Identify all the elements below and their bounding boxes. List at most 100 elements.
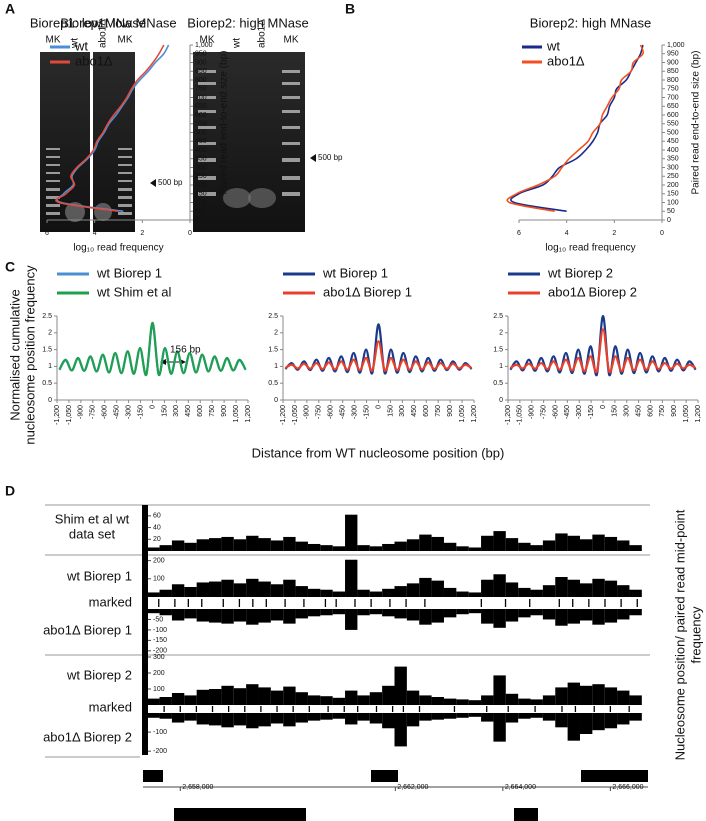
- x-tick-label: -750: [316, 405, 323, 419]
- track-label: marked: [89, 699, 132, 714]
- track-bar: [295, 586, 308, 597]
- track-bar: [493, 574, 506, 597]
- x-tick-label: 0: [375, 405, 382, 409]
- track-bar: [468, 700, 482, 705]
- lane-label: MK: [46, 35, 61, 46]
- x-tick-label: -1,200: [505, 405, 512, 425]
- track-bar: [283, 609, 296, 624]
- track-bar: [518, 609, 531, 618]
- track-bar: [518, 587, 531, 597]
- track-bar: [505, 582, 519, 597]
- y-tick-label: 1.5: [42, 346, 52, 353]
- y-tick-label: -200: [153, 648, 167, 655]
- legend-label: wt Biorep 2: [547, 265, 613, 280]
- x-tick-label: 750: [209, 405, 216, 417]
- track-bar: [481, 579, 494, 597]
- x-tick-label: 1,200: [695, 405, 702, 423]
- x-tick-label: 300: [173, 405, 180, 417]
- track-bar: [394, 541, 407, 551]
- gel-title: Biorep1: low MNase: [30, 15, 146, 30]
- series-line: [284, 340, 473, 372]
- track-bar: [567, 535, 580, 551]
- track-bar: [406, 690, 420, 705]
- track-bar: [555, 533, 568, 551]
- x-tick-label: 2: [612, 230, 616, 237]
- legend-label: wt Biorep 1: [322, 265, 388, 280]
- x-tick-label: 0: [600, 405, 607, 409]
- y-tick-label: 0: [48, 397, 52, 404]
- track-bar: [629, 589, 642, 597]
- track-bar: [419, 534, 432, 551]
- lane-label: MK: [284, 35, 299, 46]
- track-bar: [406, 539, 420, 551]
- legend-label: wt: [546, 38, 560, 53]
- y-tick-label: 100: [153, 576, 165, 583]
- y-tick-label: 150: [667, 191, 679, 198]
- y-tick-label: 350: [667, 156, 679, 163]
- track-bar: [382, 588, 395, 597]
- y-tick-label: 200: [667, 182, 679, 189]
- y-tick-label: 850: [667, 68, 679, 75]
- track-bar: [307, 588, 321, 597]
- track-bar: [196, 582, 210, 597]
- track-bar: [147, 547, 160, 551]
- x-tick-label: 6: [45, 230, 49, 237]
- x-tick-label: 150: [612, 405, 619, 417]
- x-tick-label: 900: [447, 405, 454, 417]
- y-tick-label: 1: [274, 363, 278, 370]
- track-bar: [382, 685, 395, 705]
- track-bar: [456, 546, 469, 551]
- x-tick-label: -450: [564, 405, 571, 419]
- x-axis-label: Distance from WT nucleosome position (bp…: [252, 445, 505, 460]
- track-bar: [617, 690, 630, 705]
- track-bar: [443, 609, 457, 618]
- track-label: data set: [69, 526, 116, 541]
- y-tick-label: 700: [667, 94, 679, 101]
- track-bar: [246, 609, 259, 625]
- x-tick-label: -300: [351, 405, 358, 419]
- track-bar: [579, 713, 593, 734]
- track-label: Shim et al wt: [55, 511, 130, 526]
- marker-label: 500 bp: [318, 153, 343, 162]
- gel-title: Biorep2: high MNase: [187, 15, 308, 30]
- x-tick-label: 600: [647, 405, 654, 417]
- panel-label: A: [5, 1, 15, 17]
- track-bar: [357, 713, 370, 721]
- track-bar: [629, 545, 642, 551]
- legend-label: abo1Δ Biorep 1: [323, 284, 412, 299]
- track-bar: [283, 686, 296, 705]
- track-bar: [159, 697, 172, 705]
- x-tick-label: 2,658,000: [182, 784, 213, 791]
- track-bar: [345, 514, 358, 551]
- track-bar: [456, 609, 469, 615]
- marker-label: 500 bp: [158, 178, 183, 187]
- track-bar: [592, 578, 605, 597]
- y-tick-label: 600: [195, 112, 207, 119]
- track-bar: [419, 577, 432, 597]
- track-bar: [221, 579, 234, 597]
- track-bar: [171, 584, 185, 597]
- x-tick-label: 450: [185, 405, 192, 417]
- track-bar: [270, 584, 284, 597]
- y-tick-label: -100: [153, 627, 167, 634]
- track-bar: [270, 690, 284, 705]
- y-tick-label: 250: [667, 173, 679, 180]
- track-bar: [456, 713, 469, 718]
- panel-label: D: [5, 483, 15, 499]
- track-bar: [159, 545, 172, 551]
- track-bar: [233, 539, 247, 551]
- track-bar: [505, 538, 519, 551]
- track-bar: [604, 536, 618, 551]
- track-bar: [468, 547, 482, 551]
- legend-label: wt Biorep 1: [96, 265, 162, 280]
- track-bar: [196, 609, 210, 622]
- track-bar: [209, 609, 222, 623]
- track-bar: [406, 713, 420, 727]
- track-bar: [221, 609, 234, 624]
- y-tick-label: -200: [153, 748, 167, 755]
- track-bar: [320, 545, 333, 551]
- track-bar: [283, 536, 296, 551]
- track-bar: [481, 609, 494, 624]
- y-axis-label: Paired read end-to-end size (bp): [691, 51, 702, 195]
- legend-label: abo1Δ Biorep 2: [548, 284, 637, 299]
